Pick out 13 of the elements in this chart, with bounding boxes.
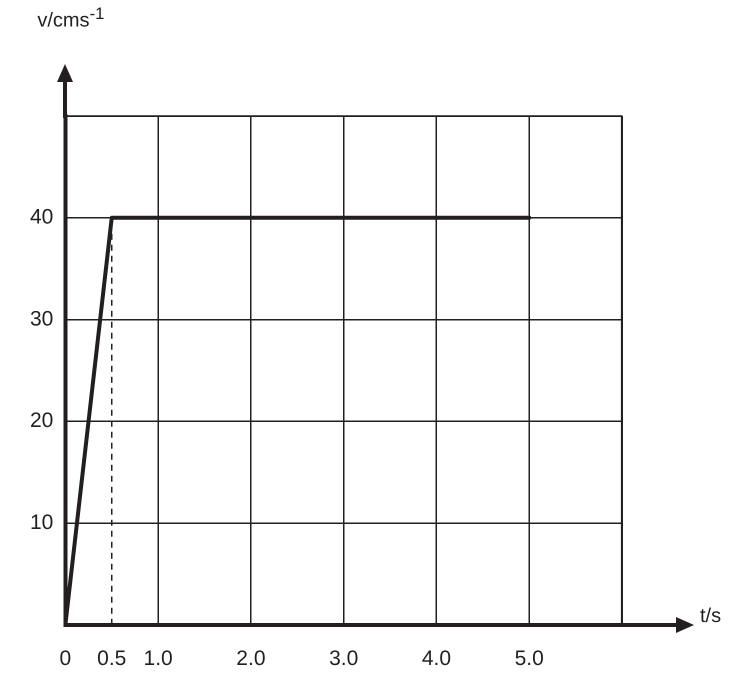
y-axis-title: v/cms$^{-1}$ — [37, 4, 104, 33]
x-tick-label: 5.0 — [514, 647, 544, 670]
y-tick-label: 30 — [30, 307, 54, 330]
y-tick-label: 10 — [30, 510, 54, 534]
x-tick-label: 4.0 — [422, 647, 452, 670]
x-tick-label: 2.0 — [236, 647, 266, 670]
x-tick-label: 1.0 — [144, 647, 173, 670]
y-tick-label: 40 — [30, 206, 54, 229]
x-tick-label: 3.0 — [329, 647, 358, 670]
x-axis-title: t/s — [700, 604, 722, 628]
y-tick-label: 20 — [30, 409, 54, 432]
x-tick-label: 0 — [60, 647, 72, 670]
x-tick-label: 0.5 — [97, 647, 126, 670]
